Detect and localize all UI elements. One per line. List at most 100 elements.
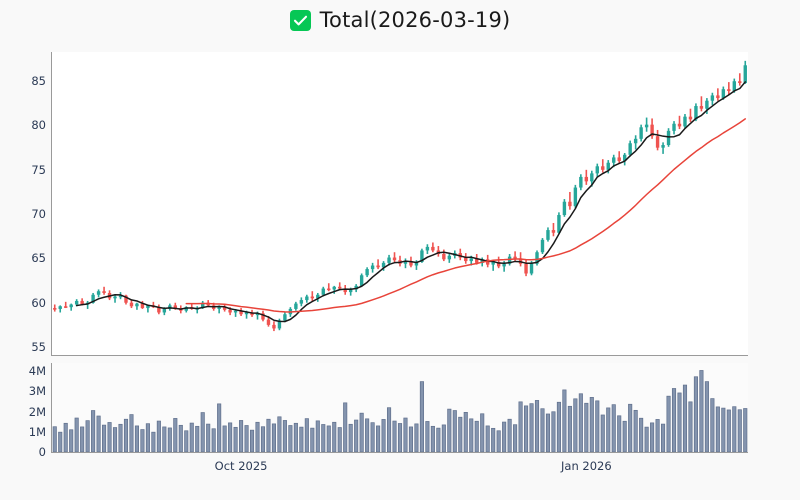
candle-wick xyxy=(601,159,604,173)
volume-bar xyxy=(91,410,96,452)
price-tick-label: 65 xyxy=(31,251,46,266)
checkbox-checked-icon[interactable] xyxy=(289,9,311,31)
candle-up xyxy=(507,256,512,264)
candle-up xyxy=(58,306,62,309)
candle-wick xyxy=(86,300,89,309)
candle-up xyxy=(562,201,567,216)
candle-down xyxy=(513,256,517,259)
candle-wick xyxy=(569,191,571,210)
candle-down xyxy=(239,310,243,315)
volume-bar xyxy=(129,414,134,452)
candle-up xyxy=(217,307,221,309)
candle-wick xyxy=(678,115,681,130)
candle-down xyxy=(272,324,276,329)
volume-bar xyxy=(633,409,638,452)
candle-up xyxy=(710,95,715,101)
volume-bar xyxy=(195,425,200,452)
candle-up xyxy=(74,300,79,305)
candle-down xyxy=(173,305,178,309)
candle-up xyxy=(705,100,709,109)
volume-bar xyxy=(737,409,742,452)
volume-bar xyxy=(348,423,353,452)
volume-bar xyxy=(321,424,326,452)
candle-down xyxy=(442,254,446,260)
volume-bar xyxy=(414,423,419,452)
volume-bar xyxy=(107,422,112,452)
volume-bar xyxy=(458,416,463,452)
candle-up xyxy=(305,296,309,301)
candle-up xyxy=(557,215,561,233)
ma-short-line xyxy=(75,81,747,323)
volume-bar xyxy=(102,424,107,452)
candle-up xyxy=(381,262,386,268)
candle-wick xyxy=(103,286,105,295)
volume-bar xyxy=(233,426,238,452)
volume-bar xyxy=(397,423,403,452)
volume-bar xyxy=(118,423,123,452)
volume-bar xyxy=(655,419,660,452)
volume-bar xyxy=(239,420,244,452)
volume-bar xyxy=(513,424,518,452)
volume-bar xyxy=(343,402,348,452)
volume-bar xyxy=(288,425,293,452)
candle-wick xyxy=(234,308,237,317)
candle-up xyxy=(469,258,473,262)
price-tick-label: 70 xyxy=(31,207,46,222)
candle-down xyxy=(64,306,68,308)
candle-down xyxy=(475,258,479,263)
candle-up xyxy=(502,263,506,267)
candle-wick xyxy=(700,96,703,112)
volume-bar xyxy=(671,388,677,452)
volume-bar xyxy=(156,420,161,452)
candle-up xyxy=(683,116,687,127)
volume-bar xyxy=(463,411,468,452)
candle-up xyxy=(359,275,364,286)
volume-bar xyxy=(682,384,688,452)
volume-bar xyxy=(206,423,211,452)
volume-bar xyxy=(222,425,227,452)
candle-wick xyxy=(333,285,336,294)
volume-bar xyxy=(365,418,370,452)
volume-axis-spine xyxy=(51,363,52,453)
candle-wick xyxy=(114,294,116,303)
volume-bar xyxy=(567,405,572,452)
volume-bar xyxy=(452,410,457,452)
candle-up xyxy=(69,304,73,308)
candle-up xyxy=(414,261,419,266)
volume-bar xyxy=(244,425,249,452)
volume-bar xyxy=(80,426,85,452)
volume-bar xyxy=(480,413,485,452)
candle-wick xyxy=(662,142,664,154)
volume-bar xyxy=(650,422,655,452)
candle-down xyxy=(584,176,589,182)
candle-wick xyxy=(689,108,692,122)
volume-bar xyxy=(112,427,118,452)
candle-down xyxy=(222,307,227,310)
volume-bar xyxy=(200,412,205,452)
candle-up xyxy=(135,303,139,307)
volume-bar xyxy=(496,430,501,452)
candle-down xyxy=(524,263,528,274)
candle-down xyxy=(376,265,380,268)
candle-up xyxy=(162,308,167,313)
candle-wick xyxy=(338,282,341,291)
price-tick-label: 85 xyxy=(31,74,46,89)
price-tick-label: 60 xyxy=(31,295,46,310)
volume-bar xyxy=(386,407,392,452)
candle-up xyxy=(644,124,649,128)
candle-up xyxy=(639,127,643,139)
volume-bar xyxy=(85,420,90,452)
candle-up xyxy=(316,294,320,299)
candle-up xyxy=(579,176,583,188)
volume-bar xyxy=(666,395,671,452)
candle-down xyxy=(80,300,84,305)
candle-down xyxy=(250,312,254,316)
volume-bar xyxy=(123,418,129,452)
candle-down xyxy=(338,286,342,289)
volume-bar xyxy=(661,423,666,452)
candle-wick xyxy=(393,252,396,262)
volume-bar xyxy=(74,417,79,452)
candle-wick xyxy=(377,259,379,270)
candle-up xyxy=(96,291,101,295)
candle-up xyxy=(535,252,539,264)
